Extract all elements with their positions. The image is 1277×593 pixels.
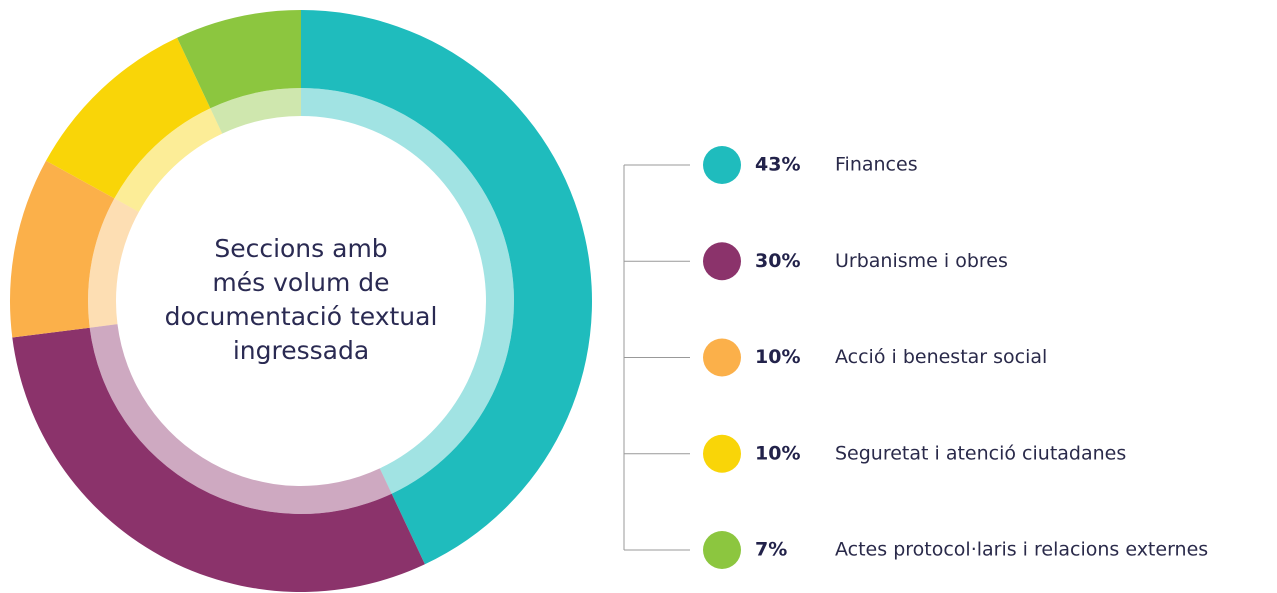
donut-segment (45, 37, 211, 199)
legend-label: Acció i benestar social (835, 346, 1047, 368)
legend-label: Actes protocol·laris i relacions externe… (835, 539, 1208, 561)
chart-title: més volum de (212, 268, 389, 297)
donut-segment (301, 10, 592, 565)
legend-swatch (703, 242, 741, 281)
donut-segment (9, 160, 115, 338)
legend-value: 7% (755, 539, 787, 561)
legend-value: 10% (755, 442, 800, 464)
legend-swatch (703, 338, 741, 377)
legend-label: Finances (835, 154, 918, 176)
legend-swatch (703, 531, 741, 569)
donut-inner-segment (87, 198, 139, 328)
legend-value: 30% (755, 250, 800, 272)
legend-label: Seguretat i atenció ciutadanes (835, 442, 1126, 464)
donut-segment (12, 327, 425, 593)
donut-inner-segment (89, 324, 392, 514)
legend-label: Urbanisme i obres (835, 250, 1008, 272)
legend-swatch (703, 434, 741, 473)
chart-title: ingressada (233, 336, 369, 365)
donut-inner-segment (210, 88, 301, 134)
donut-inner-segment (301, 88, 514, 494)
donut-inner-segment (114, 108, 223, 212)
legend-value: 10% (755, 346, 800, 368)
chart-title: Seccions amb (214, 234, 387, 263)
donut-segment (177, 10, 301, 109)
chart-title: documentació textual (165, 302, 438, 331)
legend-value: 43% (755, 154, 800, 176)
legend-swatch (703, 146, 741, 184)
